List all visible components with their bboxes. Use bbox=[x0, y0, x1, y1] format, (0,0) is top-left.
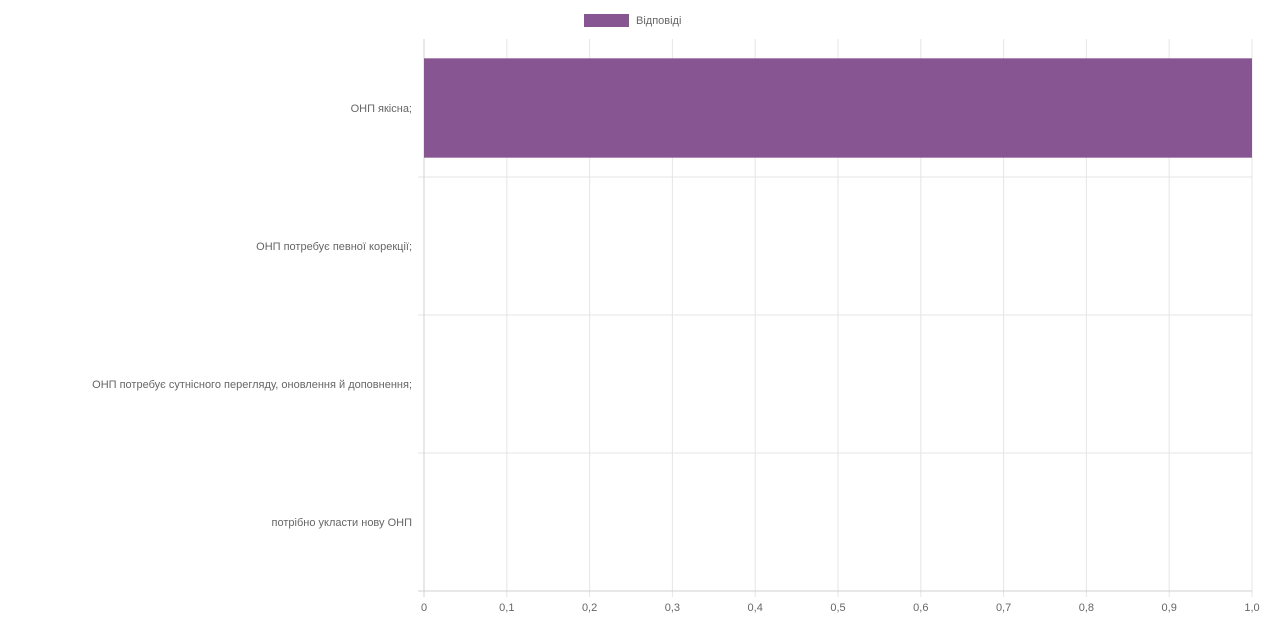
y-category-label: ОНП потребує певної корекції; bbox=[256, 241, 412, 253]
bar[interactable] bbox=[424, 58, 1252, 158]
x-tick-label: 0 bbox=[421, 602, 427, 614]
x-axis-labels: 0 0,1 0,2 0,3 0,4 0,5 0,6 0,7 0,8 0,9 1,0 bbox=[421, 602, 1260, 614]
x-tick-label: 0,1 bbox=[499, 602, 514, 614]
legend-label: Відповіді bbox=[636, 15, 681, 27]
y-axis-labels: ОНП якісна; ОНП потребує певної корекції;… bbox=[92, 103, 412, 529]
x-tick-label: 0,8 bbox=[1079, 602, 1094, 614]
y-category-label: ОНП якісна; bbox=[351, 103, 412, 115]
x-tick-label: 0,5 bbox=[830, 602, 845, 614]
x-tick-label: 0,9 bbox=[1162, 602, 1177, 614]
x-tick-label: 0,4 bbox=[748, 602, 763, 614]
x-tick-label: 0,3 bbox=[665, 602, 680, 614]
legend-swatch bbox=[584, 14, 629, 27]
x-tick-label: 0,6 bbox=[913, 602, 928, 614]
legend[interactable]: Відповіді bbox=[584, 14, 681, 27]
x-tick-label: 1,0 bbox=[1244, 602, 1259, 614]
x-tick-label: 0,7 bbox=[996, 602, 1011, 614]
y-category-label: потрібно укласти нову ОНП bbox=[272, 517, 413, 529]
x-tick-label: 0,2 bbox=[582, 602, 597, 614]
bars bbox=[424, 58, 1252, 158]
y-category-label: ОНП потребує сутнісного перегляду, оновл… bbox=[92, 379, 412, 391]
